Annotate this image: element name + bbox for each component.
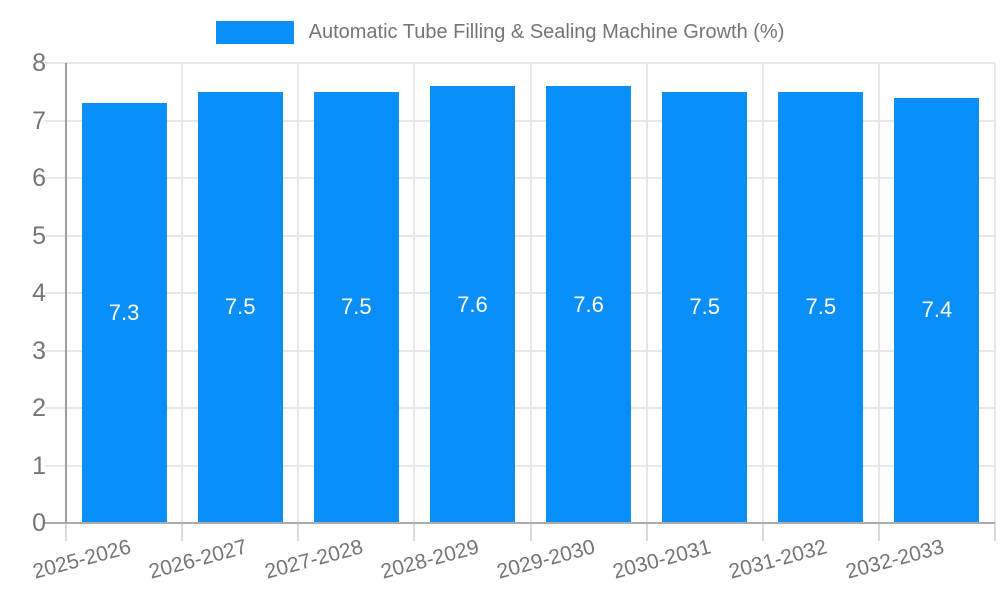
bar-value-label: 7.6 [457, 291, 488, 317]
gridline-vertical [181, 63, 184, 523]
gridline-horizontal [45, 349, 995, 352]
x-axis-tick [529, 523, 532, 541]
gridline-horizontal [45, 119, 995, 122]
y-tick-label: 2 [32, 394, 46, 422]
bar[interactable] [778, 91, 864, 523]
bar[interactable] [81, 103, 167, 523]
bar-value-label: 7.5 [805, 294, 837, 320]
bar-value-label: 7.5 [224, 294, 256, 320]
bar[interactable] [662, 91, 748, 523]
y-tick-label: 8 [32, 49, 46, 77]
gridline-horizontal [45, 234, 995, 237]
gridline-vertical [761, 63, 764, 523]
y-tick-label: 5 [32, 221, 46, 250]
bar[interactable] [313, 91, 399, 523]
y-tick-label: 0 [32, 509, 46, 537]
x-axis-tick [181, 523, 184, 541]
x-tick-label: 2029-2030 [494, 535, 598, 584]
y-tick-label: 4 [32, 279, 46, 307]
gridline-horizontal [45, 177, 995, 179]
legend-label: Automatic Tube Filling & Sealing Machine… [308, 21, 785, 43]
x-tick-label: 2032-2033 [842, 535, 946, 584]
gridline-horizontal [45, 407, 995, 409]
x-axis-line [45, 522, 995, 524]
bar[interactable] [546, 86, 632, 523]
bar-value-label: 7.4 [921, 297, 953, 323]
legend-swatch [215, 21, 294, 44]
bar-value-label: 7.3 [108, 300, 140, 326]
x-tick-label: 2031-2032 [726, 535, 830, 584]
gridline-vertical [413, 63, 416, 523]
x-tick-label: 2028-2029 [378, 535, 482, 584]
x-axis-tick [761, 523, 764, 541]
bar-value-label: 7.5 [689, 294, 720, 320]
y-tick-label: 6 [32, 164, 46, 192]
x-axis-tick [413, 523, 416, 541]
x-axis-tick [994, 523, 996, 541]
x-tick-label: 2026-2027 [146, 535, 250, 584]
x-axis-tick [877, 523, 880, 541]
gridline-horizontal [45, 62, 995, 64]
y-tick-label: 1 [32, 451, 46, 480]
bar[interactable] [429, 86, 515, 523]
x-tick-label: 2030-2031 [610, 535, 714, 584]
gridline-horizontal [45, 464, 995, 467]
bar[interactable] [894, 97, 980, 523]
bar[interactable] [197, 91, 283, 523]
x-tick-label: 2025-2026 [30, 535, 134, 584]
gridline-vertical [994, 63, 996, 523]
y-tick-label: 7 [32, 106, 46, 135]
x-axis-tick [645, 523, 648, 541]
legend-item[interactable]: Automatic Tube Filling & Sealing Machine… [0, 16, 1000, 49]
x-axis-tick [65, 523, 67, 541]
gridline-vertical [529, 63, 532, 523]
x-axis-tick [297, 523, 300, 541]
x-tick-label: 2027-2028 [262, 535, 366, 584]
gridline-vertical [877, 63, 880, 523]
gridline-vertical [645, 63, 648, 523]
gridline-vertical [297, 63, 300, 523]
y-tick-label: 3 [32, 336, 46, 365]
bar-value-label: 7.6 [573, 291, 604, 317]
y-axis-line [65, 63, 67, 523]
gridline-horizontal [45, 292, 995, 294]
bar-value-label: 7.5 [341, 294, 372, 320]
